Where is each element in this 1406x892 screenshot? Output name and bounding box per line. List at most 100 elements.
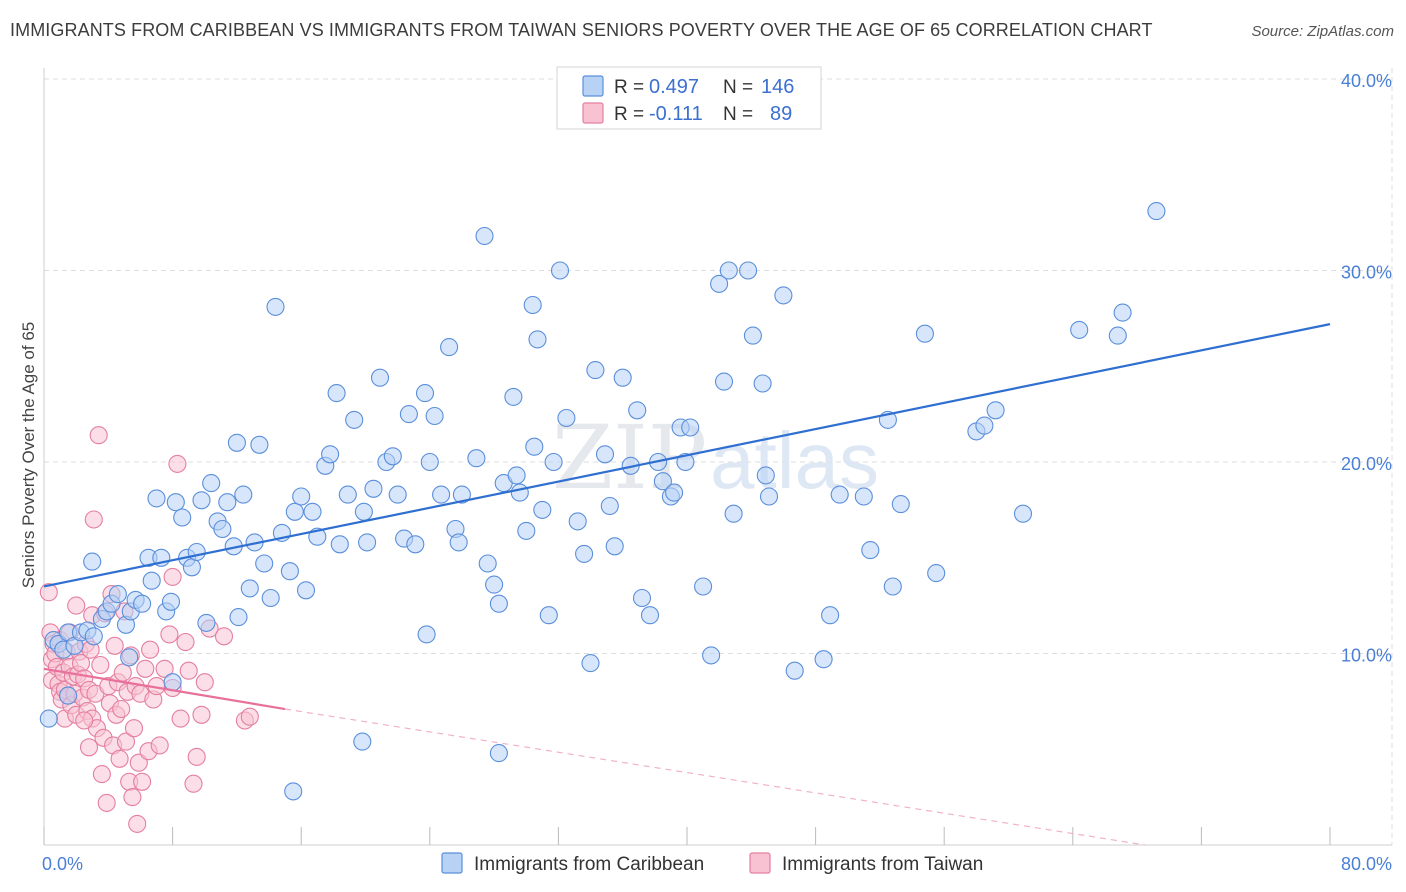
caribbean-point xyxy=(1013,504,1033,523)
taiwan-point xyxy=(192,705,211,724)
caribbean-point xyxy=(927,564,946,583)
caribbean-point xyxy=(676,452,695,472)
legend-r-label-1: R = xyxy=(614,77,644,98)
caribbean-trendline xyxy=(43,323,1331,588)
taiwan-point xyxy=(214,627,234,646)
caribbean-point xyxy=(213,519,232,539)
caribbean-point xyxy=(891,495,910,514)
caribbean-point xyxy=(600,496,619,516)
caribbean-point xyxy=(821,606,840,625)
taiwan-point xyxy=(129,753,148,772)
y-tick-label: 10.0% xyxy=(1341,646,1392,666)
caribbean-point xyxy=(420,452,439,472)
legend-n-label-1: N = xyxy=(723,77,753,98)
caribbean-point xyxy=(719,261,738,280)
caribbean-point xyxy=(759,487,779,506)
caribbean-point xyxy=(240,579,259,598)
taiwan-point xyxy=(163,567,182,586)
caribbean-point xyxy=(383,447,402,466)
caribbean-point xyxy=(229,608,248,627)
caribbean-point xyxy=(133,594,152,613)
legend-r-label-2: R = xyxy=(614,104,644,125)
taiwan-point xyxy=(179,661,198,680)
legend-swatch-caribbean xyxy=(582,75,604,97)
y-tick-label: 40.0% xyxy=(1341,71,1392,91)
taiwan-point xyxy=(128,814,147,833)
taiwan-point xyxy=(97,793,116,812)
caribbean-point xyxy=(774,286,793,305)
caribbean-point xyxy=(370,368,390,387)
taiwan-point xyxy=(155,659,174,678)
caribbean-point xyxy=(1113,303,1132,322)
caribbean-point xyxy=(714,372,734,391)
taiwan-point xyxy=(240,707,259,726)
grid-lines xyxy=(44,68,1393,845)
legend-n-value-2: 89 xyxy=(770,103,792,125)
caribbean-point xyxy=(883,577,902,596)
caribbean-point xyxy=(59,686,78,705)
taiwan-trendline-extension xyxy=(285,708,1146,846)
taiwan-point xyxy=(150,736,169,755)
caribbean-point xyxy=(485,575,504,594)
taiwan-point xyxy=(123,788,142,807)
caribbean-point xyxy=(605,537,624,556)
caribbean-point xyxy=(120,648,139,667)
caribbean-point xyxy=(568,512,587,531)
caribbean-point xyxy=(161,592,181,611)
taiwan-point xyxy=(168,454,187,473)
taiwan-point xyxy=(136,659,155,678)
legend: R = 0.497 N = 146 R = -0.111 N = 89 xyxy=(556,66,822,130)
taiwan-point xyxy=(84,510,103,529)
x-tick-label-min: 0.0% xyxy=(42,854,83,874)
source-note: Source: ZipAtlas.com xyxy=(1251,23,1394,40)
caribbean-point xyxy=(525,437,544,456)
caribbean-point xyxy=(266,297,285,316)
caribbean-point xyxy=(432,485,451,504)
taiwan-point xyxy=(92,765,111,784)
taiwan-point xyxy=(176,632,195,652)
caribbean-point xyxy=(986,401,1005,420)
caribbean-point xyxy=(353,732,372,751)
caribbean-point xyxy=(218,493,237,512)
caribbean-point xyxy=(39,709,58,728)
legend-n-label-2: N = xyxy=(723,104,753,125)
caribbean-point xyxy=(510,483,529,502)
taiwan-point xyxy=(110,749,129,768)
taiwan-point xyxy=(133,772,152,791)
caribbean-point xyxy=(557,408,576,428)
caribbean-point xyxy=(517,521,536,540)
caribbean-point xyxy=(743,326,762,345)
caribbean-point xyxy=(814,650,833,669)
caribbean-point xyxy=(187,542,206,562)
taiwan-point xyxy=(79,738,99,757)
caribbean-point xyxy=(632,588,652,608)
caribbean-point xyxy=(388,485,407,504)
caribbean-point xyxy=(197,613,216,632)
taiwan-point xyxy=(184,774,203,793)
caribbean-point xyxy=(523,295,542,315)
caribbean-point xyxy=(507,466,526,485)
caribbean-point xyxy=(406,535,425,554)
caribbean-point xyxy=(854,487,873,506)
caribbean-point xyxy=(550,261,570,280)
taiwan-point xyxy=(141,640,160,659)
caribbean-point xyxy=(756,466,775,485)
caribbean-point xyxy=(1147,202,1166,221)
taiwan-point xyxy=(105,636,124,655)
bottom-legend-label-caribbean: Immigrants from Caribbean xyxy=(474,854,704,875)
caribbean-point xyxy=(364,479,383,498)
caribbean-point xyxy=(285,502,304,521)
caribbean-point xyxy=(358,533,377,552)
caribbean-point xyxy=(533,500,552,519)
taiwan-trendline xyxy=(43,667,286,711)
caribbean-point xyxy=(330,535,349,554)
caribbean-point xyxy=(338,485,357,504)
caribbean-point xyxy=(284,782,303,801)
legend-r-value-1: 0.497 xyxy=(649,76,699,98)
caribbean-point xyxy=(681,418,700,437)
caribbean-point xyxy=(147,489,166,508)
caribbean-point xyxy=(710,274,729,293)
caribbean-point xyxy=(399,405,418,424)
caribbean-point xyxy=(84,627,103,646)
taiwan-point xyxy=(171,709,190,728)
